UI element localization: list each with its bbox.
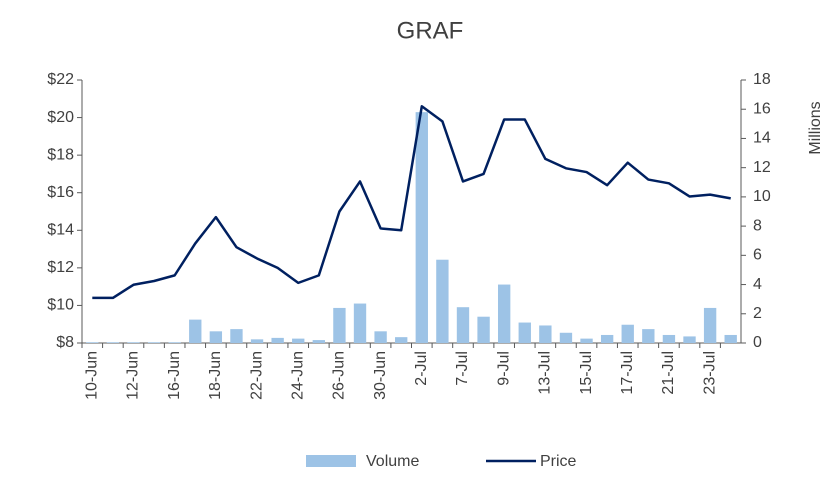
chart-title: GRAF [397,17,464,44]
y2-tick-label: 16 [753,100,771,117]
y-tick-label: $20 [47,109,74,126]
volume-bar [559,332,573,343]
y2-tick-label: 10 [753,188,771,205]
legend-label: Volume [366,453,419,470]
volume-bar [147,342,161,343]
y-tick-label: $12 [47,259,74,276]
x-tick-label: 23-Jul [701,351,718,395]
volume-bar [250,339,264,343]
volume-bar [374,331,387,343]
volume-bar [621,324,634,343]
volume-bar [600,334,614,343]
x-tick-label: 9-Jul [495,351,512,386]
x-tick-label: 10-Jun [84,351,101,400]
volume-bar [106,342,120,343]
y-tick-label: $10 [47,297,74,314]
y2-tick-label: 0 [753,334,762,351]
volume-bar [642,329,655,343]
y2-tick-label: 18 [753,71,771,88]
volume-bar [209,331,223,343]
y2-tick-label: 4 [753,276,762,293]
x-tick-label: 30-Jun [372,351,389,400]
volume-bar [518,322,531,343]
x-tick-label: 18-Jun [207,351,224,400]
legend-swatch [306,455,356,467]
y-tick-label: $16 [47,184,74,201]
volume-bar [230,329,243,343]
x-tick-label: 7-Jul [454,351,471,386]
volume-bar [415,112,428,344]
price-line [92,105,731,300]
volume-bar [662,334,676,343]
volume-bar [127,342,140,343]
x-tick-label: 24-Jun [289,351,306,400]
volume-bar [189,319,202,343]
y-tick-label: $14 [47,222,74,239]
x-tick-label: 21-Jul [660,351,677,395]
volume-bar [436,259,449,343]
x-tick-label: 13-Jul [537,351,554,395]
y-tick-label: $22 [47,71,74,88]
x-tick-label: 22-Jun [248,351,265,400]
x-tick-label: 2-Jul [413,351,430,386]
legend-label: Price [540,453,577,470]
volume-bar [395,337,408,343]
x-tick-label: 15-Jul [578,351,595,395]
volume-bar [539,325,552,343]
volume-bar [703,307,717,343]
y-tick-label: $18 [47,146,74,163]
y2-tick-label: 6 [753,247,762,264]
y2-axis-label: Millions [807,101,824,154]
volume-bar [456,307,470,343]
volume-bar [312,340,326,343]
volume-bar [86,342,99,343]
x-tick-label: 16-Jun [166,351,183,400]
volume-bar [271,337,284,343]
x-tick-label: 26-Jun [331,351,348,400]
y2-tick-label: 12 [753,159,771,176]
y2-tick-label: 14 [753,130,771,147]
volume-bar [477,316,490,343]
y2-tick-label: 2 [753,305,762,322]
volume-bar [353,303,367,343]
volume-bar [333,307,346,343]
y2-tick-label: 8 [753,217,762,234]
x-tick-label: 17-Jul [619,351,636,395]
volume-bar [168,342,181,343]
volume-bar [497,284,511,343]
volume-bar [683,336,696,343]
volume-bar [724,334,737,343]
x-tick-label: 12-Jun [125,351,142,400]
y-tick-label: $8 [56,334,74,351]
volume-bar [580,338,593,343]
volume-bar [292,338,305,343]
